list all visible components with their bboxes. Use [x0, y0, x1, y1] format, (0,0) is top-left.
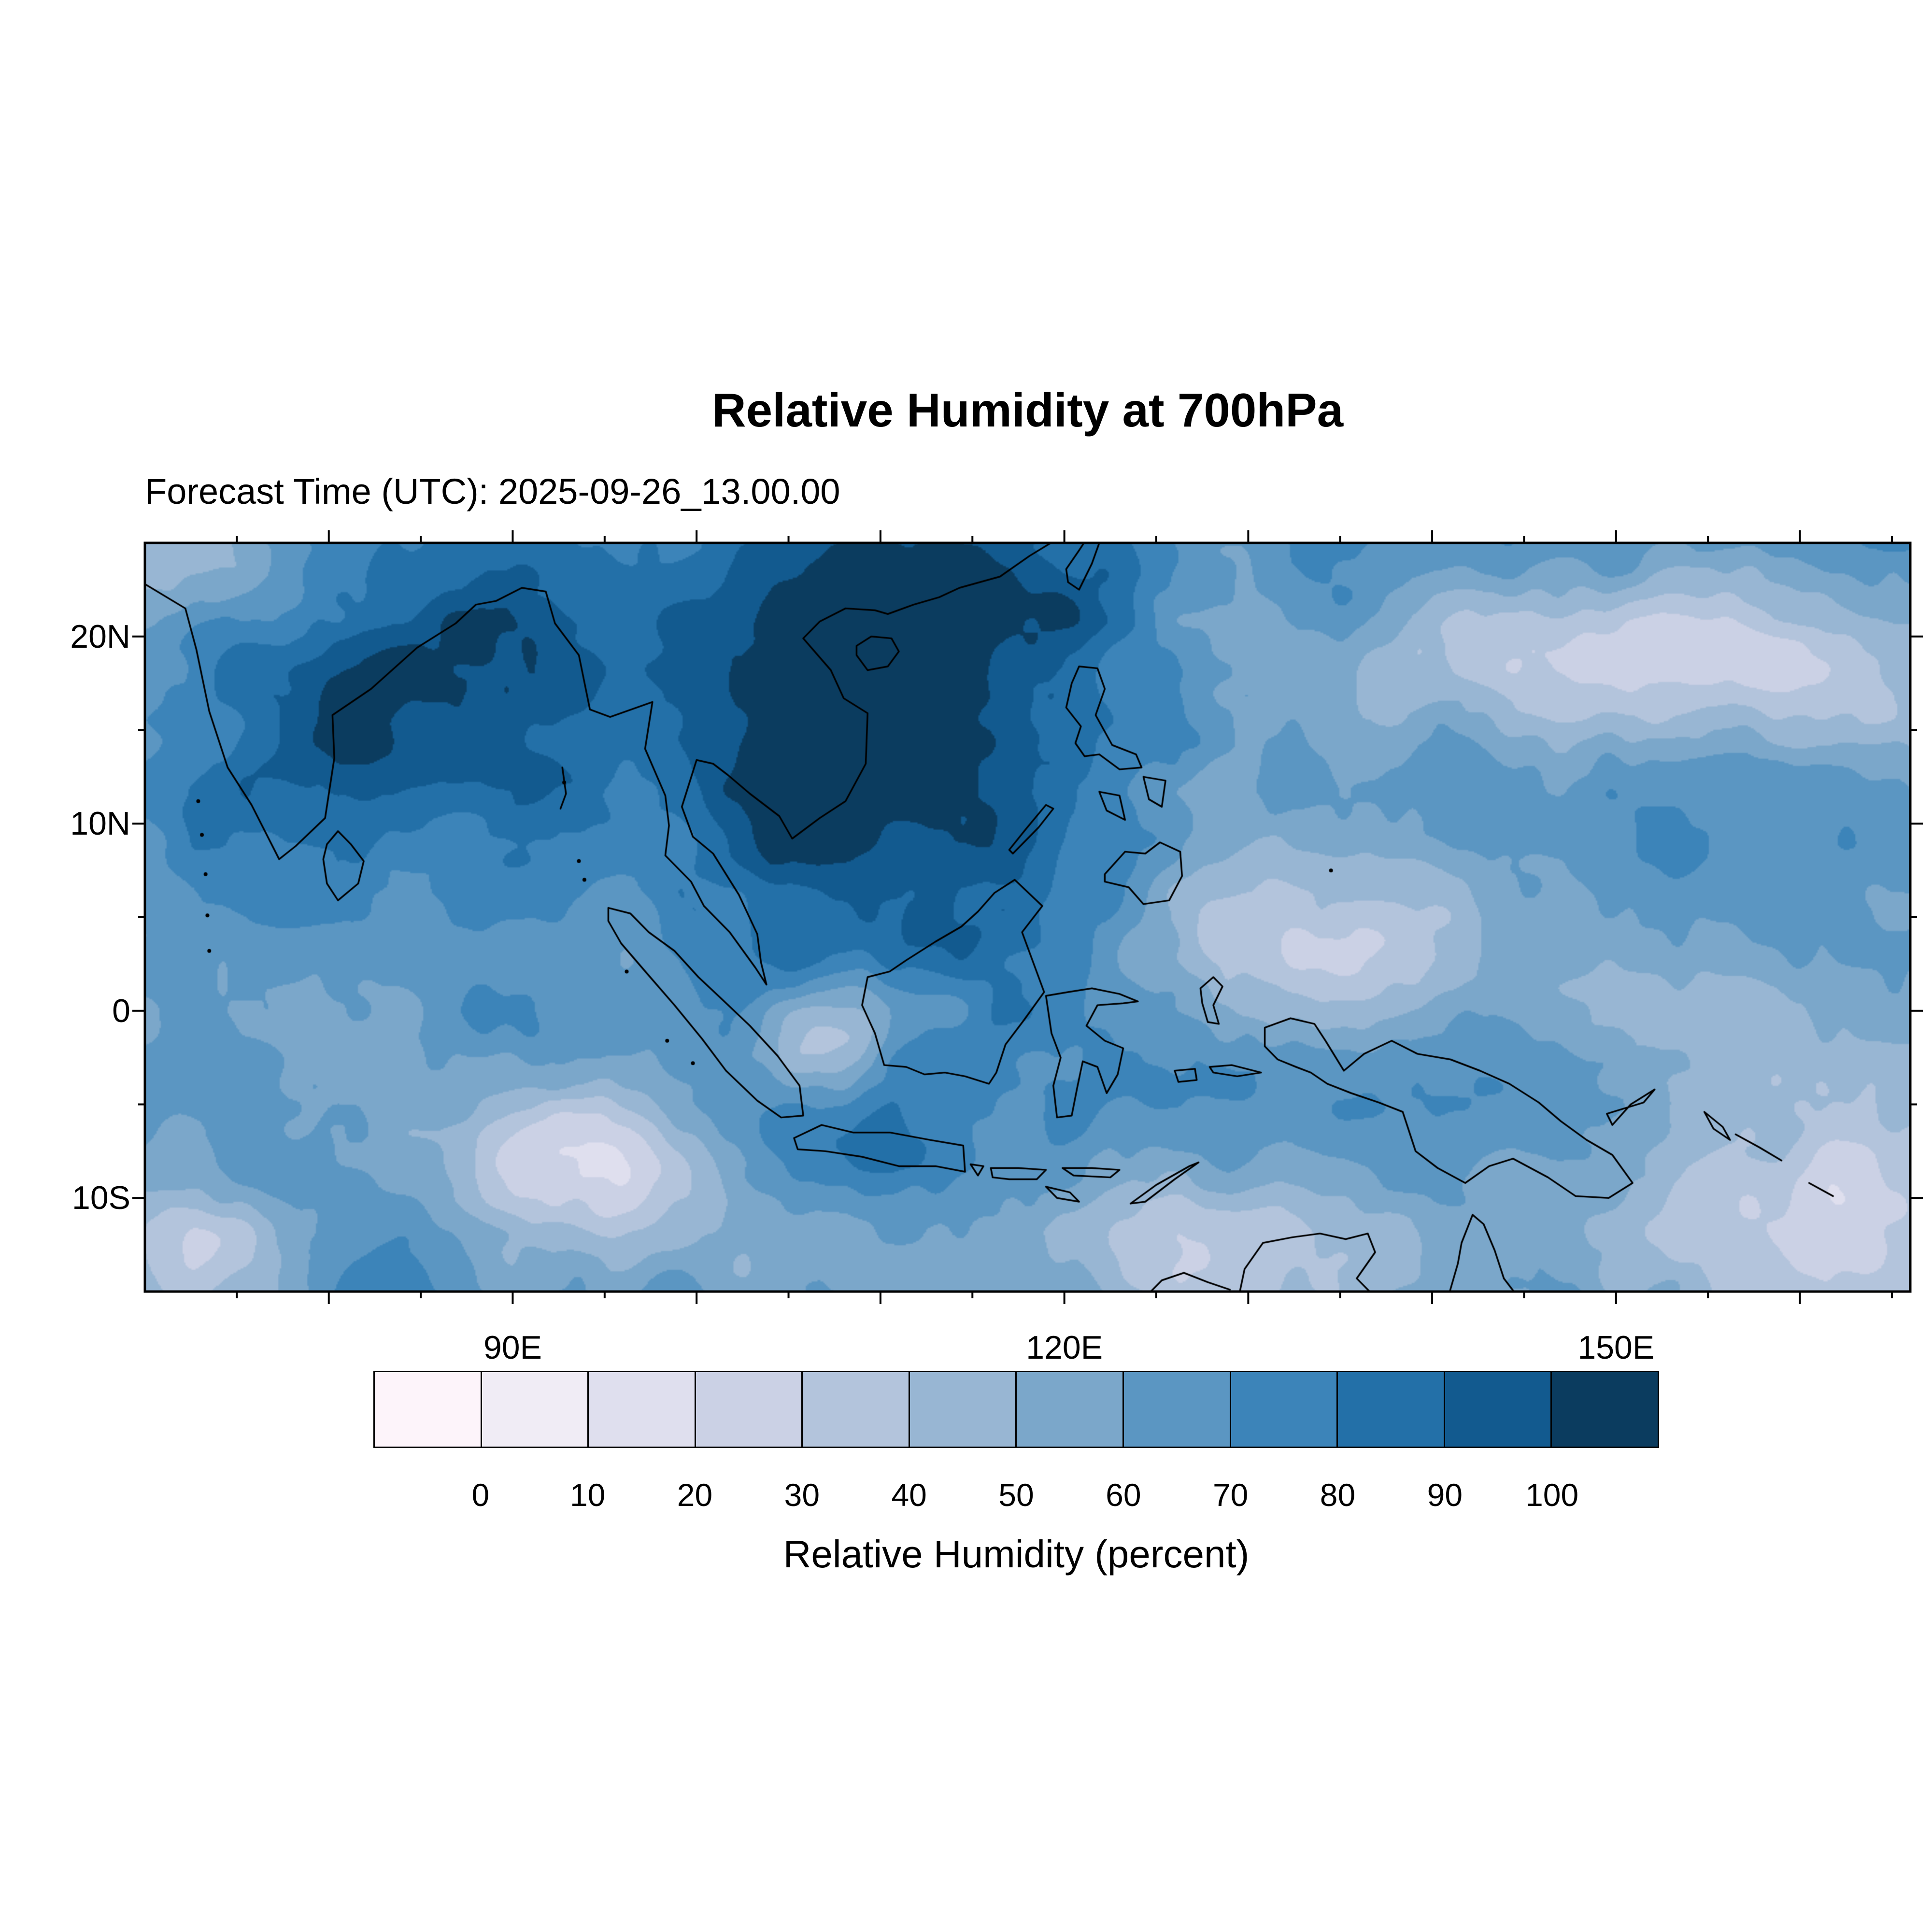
- colorbar-segment: [908, 1371, 1017, 1448]
- colorbar-tick-label: 70: [1212, 1477, 1249, 1513]
- y-axis-tick-label: 10S: [72, 1179, 130, 1217]
- colorbar-segment: [480, 1371, 589, 1448]
- colorbar-segment: [373, 1371, 482, 1448]
- y-axis-tick-label: 20N: [70, 618, 130, 655]
- colorbar-segment: [587, 1371, 696, 1448]
- figure-title: Relative Humidity at 700hPa: [711, 384, 1344, 437]
- colorbar-tick-label: 10: [569, 1477, 606, 1513]
- colorbar-segment: [1443, 1371, 1552, 1448]
- colorbar-tick-label: 60: [1106, 1477, 1141, 1513]
- y-axis-tick-label: 10N: [70, 805, 130, 842]
- colorbar-tick-label: 100: [1525, 1477, 1579, 1513]
- colorbar-segment: [1122, 1371, 1231, 1448]
- colorbar-tick-label: 20: [677, 1477, 713, 1513]
- map-plot: [132, 530, 1923, 1304]
- colorbar-tick-label: 0: [471, 1477, 490, 1513]
- colorbar-segment: [1015, 1371, 1124, 1448]
- axes-frame-ticks: [132, 530, 1923, 1304]
- colorbar-tick-label: 80: [1320, 1477, 1356, 1513]
- x-axis-tick-label: 120E: [1026, 1329, 1103, 1366]
- colorbar-segment: [1550, 1371, 1659, 1448]
- x-axis-tick-label: 90E: [483, 1329, 542, 1366]
- colorbar-tick-label: 90: [1427, 1477, 1463, 1513]
- forecast-time-label: Forecast Time (UTC): 2025-09-26_13.00.00: [145, 471, 840, 511]
- colorbar-tick-label: 50: [998, 1477, 1034, 1513]
- colorbar: [373, 1371, 1659, 1448]
- colorbar-segment: [1229, 1371, 1338, 1448]
- colorbar-tick-label: 30: [784, 1477, 820, 1513]
- coastline-canvas: [145, 543, 1910, 1292]
- colorbar-caption: Relative Humidity (percent): [783, 1533, 1250, 1576]
- y-axis-tick-label: 0: [112, 992, 130, 1029]
- colorbar-segment: [694, 1371, 803, 1448]
- colorbar-segment: [801, 1371, 910, 1448]
- colorbar-tick-labels: 0 10 20 30 40 50 60 70 80 90 100: [373, 1479, 1659, 1513]
- colorbar-segment: [1336, 1371, 1445, 1448]
- colorbar-tick-label: 40: [891, 1477, 927, 1513]
- x-axis-tick-label: 150E: [1577, 1329, 1655, 1366]
